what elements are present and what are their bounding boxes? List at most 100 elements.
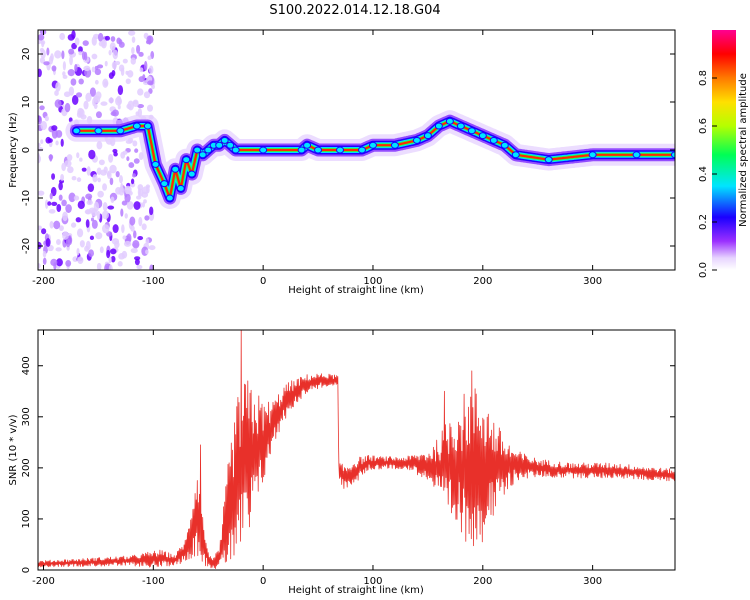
snr-x-tick-label: 200 [473,576,492,587]
spectrogram-noise-cell [60,173,65,181]
spectrogram-noise-cell [138,216,143,227]
spectrogram-plot-area [38,30,675,270]
spectrogram-noise-cell [149,264,154,270]
spectrogram-noise-cell [133,201,141,210]
spectrogram-noise-cell [49,154,53,162]
spectrogram-y-tick-label: -20 [21,238,32,254]
spectrogram-noise-cell [71,175,77,181]
spectrogram-noise-cell [46,47,50,56]
spectrogram-noise-cell [97,190,104,198]
spectrogram-noise-cell [129,216,136,226]
spectrogram-noise-cell [106,170,112,180]
spectrogram-noise-cell [88,149,96,160]
spectrogram-noise-cell [47,201,52,206]
spectrogram-noise-cell [93,201,100,212]
spectrogram-noise-cell [38,262,41,269]
spectrogram-ridge-point [215,141,224,149]
spectrogram-noise-cell [103,166,108,174]
spectrogram-noise-cell [132,140,138,147]
spectrogram-noise-cell [134,148,139,153]
spectrogram-y-tick-label: 20 [21,48,32,61]
spectrogram-noise-cell [67,166,74,174]
spectrogram-noise-cell [145,249,149,255]
snr-x-tick-label: -100 [142,576,165,587]
spectrogram-noise-cell [120,208,124,217]
spectrogram-noise-cell [38,115,42,125]
spectrogram-noise-cell [137,187,141,198]
snr-y-tick-label: 200 [21,458,32,477]
spectrogram-noise-cell [102,224,110,234]
spectrogram-noise-cell [77,200,85,210]
spectrogram-noise-cell [122,58,128,64]
spectrogram-noise-cell [108,264,113,270]
spectrogram-noise-cell [149,206,154,216]
spectrogram-noise-cell [45,238,51,247]
spectrogram-noise-cell [106,249,111,259]
spectrogram-noise-cell [76,247,80,256]
spectrogram-noise-cell [97,32,104,42]
snr-x-tick-label: 300 [583,576,602,587]
spectrogram-noise-cell [77,256,84,265]
spectrogram-noise-cell [54,99,62,108]
spectrogram-noise-cell [98,159,105,166]
spectrogram-noise-cell [51,201,58,207]
spectrogram-noise-cell [86,166,91,176]
spectrogram-noise-cell [128,30,136,36]
spectrogram-noise-cell [108,256,112,264]
spectrogram-noise-cell [51,173,56,180]
spectrogram-ridge-point [204,146,213,154]
spectrogram-noise-cell [97,64,104,69]
spectrogram-noise-cell [122,235,127,240]
spectrogram-noise-cell [44,199,49,209]
spectrogram-noise-cell [121,224,125,234]
spectrogram-noise-cell [97,177,101,183]
spectrogram-noise-cell [83,65,91,72]
snr-y-tick-label: 400 [21,356,32,375]
spectrogram-noise-cell [117,104,121,110]
colorbar-tick-label: 0.4 [698,166,709,182]
spectrogram-noise-cell [63,91,71,98]
spectrogram-noise-cell [79,157,83,162]
spectrogram-noise-cell [67,69,75,77]
spectrogram-noise-cell [141,223,147,231]
spectrogram-noise-cell [103,81,109,87]
spectrogram-noise-cell [48,209,56,214]
spectrogram-ridge-point [143,122,152,130]
spectrogram-noise-cell [147,80,154,86]
spectrogram-noise-cell [71,30,76,40]
spectrogram-noise-cell [109,164,117,174]
colorbar-tick-label: 0.6 [698,118,709,134]
spectrogram-noise-cell [117,261,123,267]
spectrogram-noise-cell [130,178,135,185]
spectrogram-noise-cell [54,90,59,97]
spectrogram-noise-cell [68,48,75,55]
spectrogram-noise-cell [85,209,91,215]
spectrogram-noise-cell [129,181,136,188]
spectrogram-noise-cell [49,192,53,200]
spectrogram-noise-cell [131,36,136,44]
spectrogram-noise-cell [127,70,134,78]
spectrogram-noise-cell [110,196,115,203]
spectrogram-ridge-point [412,136,421,144]
spectrogram-noise-cell [130,57,136,65]
spectrogram-noise-cell [110,248,117,255]
spectrogram-noise-cell [134,258,140,266]
spectrogram-noise-cell [55,81,61,92]
spectrogram-noise-cell [110,111,117,116]
spectrogram-ridge-point [632,151,641,159]
spectrogram-noise-cell [109,42,116,51]
spectrogram-ridge-point [182,156,191,164]
spectrogram-noise-cell [39,57,46,64]
spectrogram-noise-cell [51,128,58,139]
spectrogram-x-tick-label: 300 [583,276,602,287]
spectrogram-ridge-point [390,141,399,149]
spectrogram-noise-cell [81,167,87,172]
spectrogram-noise-cell [73,195,80,201]
spectrogram-ridge-point [94,127,103,135]
snr-x-axis-label: Height of straight line (km) [288,585,424,596]
spectrogram-noise-cell [38,190,45,196]
spectrogram-noise-cell [91,36,97,46]
spectrogram-noise-cell [94,68,102,76]
spectrogram-ridge-point [132,122,141,130]
spectrogram-noise-cell [124,213,128,219]
